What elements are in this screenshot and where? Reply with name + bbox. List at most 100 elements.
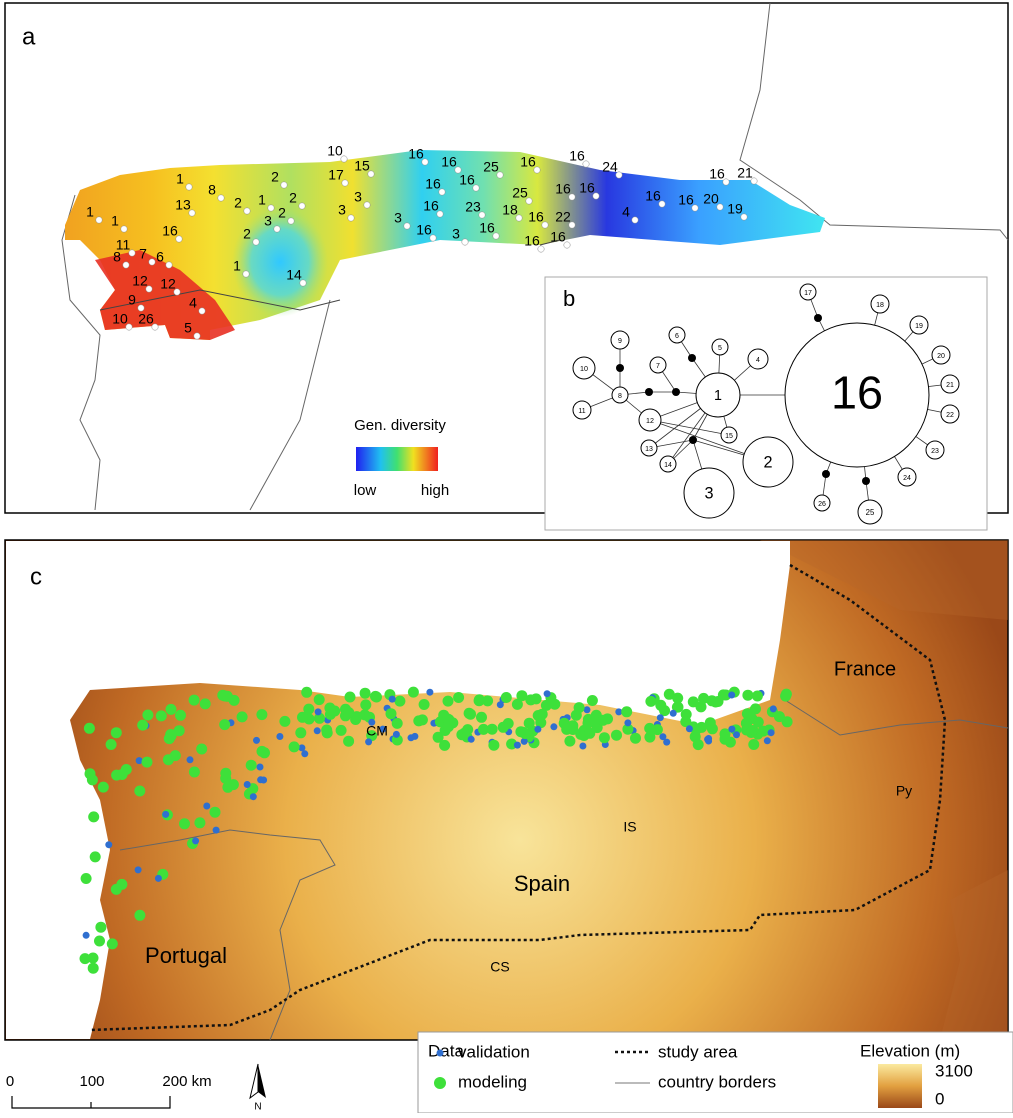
place-label: IS <box>623 819 636 835</box>
modeling-point <box>746 727 757 738</box>
median-vector <box>688 354 696 362</box>
modeling-point <box>752 691 763 702</box>
site-dot <box>96 217 102 223</box>
haplotype-label: 5 <box>718 345 722 352</box>
site-label: 3 <box>354 189 362 205</box>
place-label: Py <box>896 783 912 799</box>
modeling-point <box>343 736 354 747</box>
site-label: 20 <box>703 191 719 207</box>
validation-point <box>728 726 735 733</box>
modeling-point <box>98 782 109 793</box>
median-vector <box>822 470 830 478</box>
modeling-point <box>179 818 190 829</box>
site-label: 16 <box>550 229 566 245</box>
site-dot <box>123 262 129 268</box>
haplotype-label: 16 <box>831 366 883 418</box>
modeling-point <box>742 690 753 701</box>
validation-point <box>426 689 433 696</box>
site-dot <box>253 239 259 245</box>
site-label: 16 <box>645 188 661 204</box>
modeling-point <box>386 708 397 719</box>
validation-point <box>579 743 586 750</box>
site-label: 16 <box>555 181 571 197</box>
legend-title: Elevation (m) <box>860 1041 960 1060</box>
place-label: Portugal <box>145 943 227 968</box>
modeling-point <box>748 739 759 750</box>
site-label: 1 <box>111 213 119 229</box>
modeling-point <box>345 692 356 703</box>
modeling-point <box>564 736 575 747</box>
site-label: 7 <box>139 246 147 262</box>
validation-point <box>155 875 162 882</box>
modeling-point <box>81 873 92 884</box>
site-dot <box>462 239 468 245</box>
legend-label: country borders <box>658 1072 776 1091</box>
validation-point <box>670 710 677 717</box>
modeling-point <box>465 709 476 720</box>
site-dot <box>218 195 224 201</box>
modeling-point <box>324 703 335 714</box>
haplotype-label: 24 <box>903 475 911 482</box>
modeling-point <box>598 715 609 726</box>
site-label: 16 <box>416 222 432 238</box>
legend-validation-symbol <box>437 1050 444 1057</box>
modeling-point <box>394 696 405 707</box>
site-dot <box>186 184 192 190</box>
modeling-point <box>587 695 598 706</box>
site-label: 16 <box>408 146 424 162</box>
site-label: 1 <box>86 204 94 220</box>
modeling-point <box>90 851 101 862</box>
site-label: 10 <box>112 311 128 327</box>
modeling-point <box>584 728 595 739</box>
modeling-point <box>196 744 207 755</box>
scale-bar <box>12 1096 170 1108</box>
modeling-point <box>95 922 106 933</box>
modeling-point <box>84 723 95 734</box>
modeling-point <box>474 695 485 706</box>
site-label: 15 <box>354 158 370 174</box>
site-label: 19 <box>727 201 743 217</box>
modeling-point <box>222 691 233 702</box>
validation-point <box>534 726 541 733</box>
site-label: 4 <box>189 295 197 311</box>
haplotype-label: 6 <box>675 333 679 340</box>
validation-point <box>497 701 504 708</box>
modeling-point <box>487 724 498 735</box>
validation-point <box>105 841 112 848</box>
modeling-point <box>85 768 96 779</box>
site-label: 3 <box>338 202 346 218</box>
site-label: 16 <box>459 172 475 188</box>
site-label: 2 <box>289 190 297 206</box>
site-label: 2 <box>234 195 242 211</box>
validation-point <box>250 793 257 800</box>
legend-label: study area <box>658 1042 738 1061</box>
modeling-point <box>222 782 233 793</box>
panel-label: c <box>30 563 42 590</box>
modeling-point <box>561 724 572 735</box>
modeling-point <box>295 727 306 738</box>
place-label: CM <box>366 723 388 739</box>
validation-point <box>83 932 90 939</box>
validation-point <box>770 705 777 712</box>
modeling-point <box>408 687 419 698</box>
modeling-point <box>200 698 211 709</box>
haplotype-label: 11 <box>578 408 585 415</box>
modeling-point <box>279 716 290 727</box>
legend-label: validation <box>458 1042 530 1061</box>
modeling-point <box>750 703 761 714</box>
modeling-point <box>343 707 354 718</box>
modeling-point <box>541 700 552 711</box>
site-label: 26 <box>138 311 154 327</box>
site-dot <box>632 217 638 223</box>
modeling-point <box>360 688 371 699</box>
modeling-point <box>476 712 487 723</box>
validation-point <box>408 734 415 741</box>
modeling-point <box>781 689 792 700</box>
haplotype-label: 8 <box>618 393 622 400</box>
scale-label: 0 <box>6 1073 14 1090</box>
modeling-point <box>453 692 464 703</box>
validation-point <box>728 692 735 699</box>
validation-point <box>733 731 740 738</box>
site-label: 16 <box>569 148 585 164</box>
site-label: 16 <box>709 166 725 182</box>
